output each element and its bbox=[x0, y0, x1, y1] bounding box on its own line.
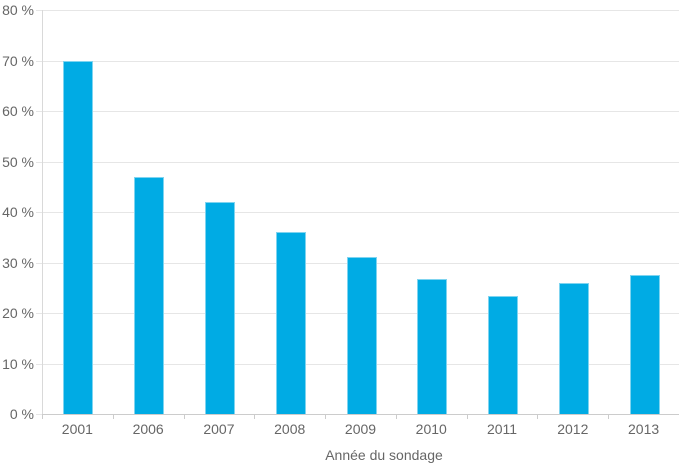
y-tick-80 bbox=[36, 10, 42, 11]
bar-2007 bbox=[204, 201, 235, 414]
y-axis-label-60: 60 % bbox=[2, 103, 34, 119]
y-axis-label-50: 50 % bbox=[2, 153, 34, 170]
bar-2006 bbox=[134, 176, 165, 414]
x-axis-label-2010: 2010 bbox=[415, 421, 447, 437]
bar-2013 bbox=[629, 275, 660, 414]
x-axis-label-2007: 2007 bbox=[203, 421, 235, 437]
bar-2010 bbox=[417, 279, 448, 414]
y-tick-0 bbox=[36, 414, 42, 415]
y-tick-40 bbox=[36, 212, 42, 213]
plot-area bbox=[42, 10, 679, 414]
y-axis-label-0: 0 % bbox=[9, 406, 34, 422]
x-axis-label-2012: 2012 bbox=[557, 421, 589, 437]
x-axis-title: Année du sondage bbox=[325, 447, 443, 463]
x-tick-4 bbox=[325, 414, 327, 419]
y-tick-50 bbox=[36, 161, 42, 163]
y-axis-label-70: 70 % bbox=[2, 52, 34, 69]
x-tick-6 bbox=[466, 414, 468, 419]
x-axis-line bbox=[42, 414, 679, 415]
gridline-50 bbox=[43, 161, 679, 163]
x-axis-label-2006: 2006 bbox=[132, 421, 164, 437]
bar-2011 bbox=[488, 296, 519, 414]
gridline-60 bbox=[43, 111, 679, 112]
gridline-40 bbox=[43, 212, 679, 213]
x-axis-label-2011: 2011 bbox=[486, 421, 518, 437]
x-tick-1 bbox=[112, 414, 114, 419]
y-tick-70 bbox=[36, 60, 42, 62]
y-axis-label-10: 10 % bbox=[2, 355, 34, 372]
y-tick-60 bbox=[36, 111, 42, 112]
y-axis-label-80: 80 % bbox=[2, 2, 34, 18]
bar-2012 bbox=[558, 282, 589, 414]
bar-2009 bbox=[346, 257, 377, 414]
gridline-70 bbox=[43, 60, 679, 62]
x-axis-label-2008: 2008 bbox=[274, 421, 306, 437]
y-axis-label-40: 40 % bbox=[2, 204, 34, 220]
x-tick-5 bbox=[395, 414, 397, 419]
x-tick-7 bbox=[537, 414, 539, 419]
bar-2001 bbox=[63, 60, 94, 414]
gridline-80 bbox=[43, 10, 679, 11]
x-axis-label-2013: 2013 bbox=[628, 421, 660, 437]
y-axis-label-30: 30 % bbox=[2, 254, 34, 271]
x-tick-2 bbox=[183, 414, 185, 419]
y-tick-20 bbox=[36, 313, 42, 314]
x-tick-0 bbox=[42, 414, 43, 419]
y-tick-30 bbox=[36, 262, 42, 264]
x-axis-label-2009: 2009 bbox=[344, 421, 377, 437]
x-tick-8 bbox=[608, 414, 610, 419]
x-tick-3 bbox=[254, 414, 256, 419]
y-tick-10 bbox=[36, 363, 42, 365]
x-axis-label-2001: 2001 bbox=[61, 421, 93, 437]
y-axis-label-20: 20 % bbox=[2, 305, 34, 321]
bar-2008 bbox=[275, 232, 306, 414]
